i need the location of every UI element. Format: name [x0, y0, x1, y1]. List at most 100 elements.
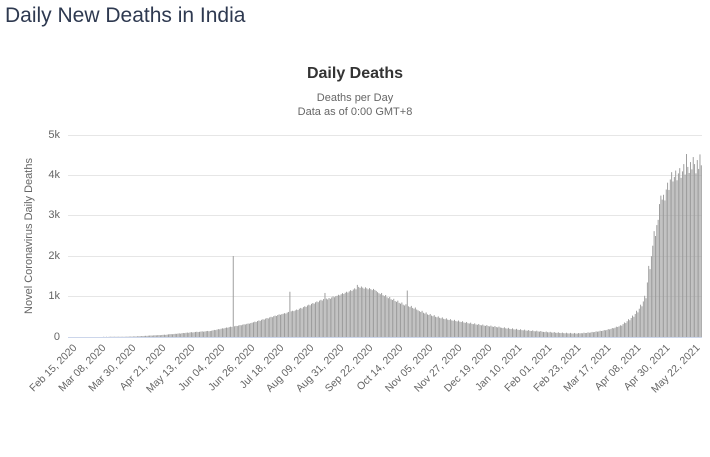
- bar[interactable]: [660, 196, 661, 337]
- bar[interactable]: [478, 324, 479, 337]
- bar[interactable]: [480, 325, 481, 337]
- bar[interactable]: [521, 330, 522, 337]
- bar[interactable]: [354, 288, 355, 337]
- bar[interactable]: [225, 328, 226, 337]
- bar[interactable]: [262, 319, 263, 337]
- bar[interactable]: [364, 289, 365, 337]
- bar[interactable]: [230, 327, 231, 337]
- bar[interactable]: [366, 288, 367, 337]
- bar[interactable]: [306, 307, 307, 337]
- bar[interactable]: [330, 299, 331, 337]
- bar[interactable]: [303, 307, 304, 337]
- bar[interactable]: [403, 305, 404, 337]
- bar[interactable]: [217, 330, 218, 337]
- bar[interactable]: [416, 310, 417, 337]
- bar[interactable]: [453, 321, 454, 337]
- bar[interactable]: [327, 299, 328, 337]
- bar[interactable]: [215, 330, 216, 337]
- bar[interactable]: [245, 324, 246, 337]
- bar[interactable]: [374, 290, 375, 337]
- bar[interactable]: [602, 331, 603, 337]
- bar[interactable]: [241, 325, 242, 337]
- bar[interactable]: [389, 297, 390, 337]
- bar[interactable]: [168, 334, 169, 337]
- bar[interactable]: [411, 306, 412, 337]
- bar[interactable]: [584, 333, 585, 337]
- bar[interactable]: [349, 291, 350, 337]
- bar[interactable]: [670, 179, 671, 337]
- bar[interactable]: [484, 326, 485, 337]
- bar[interactable]: [182, 333, 183, 337]
- bar[interactable]: [515, 330, 516, 337]
- bar[interactable]: [187, 333, 188, 337]
- bar[interactable]: [368, 289, 369, 337]
- bar[interactable]: [248, 323, 249, 337]
- bar[interactable]: [434, 315, 435, 337]
- bar[interactable]: [258, 320, 259, 337]
- bar[interactable]: [276, 316, 277, 337]
- bar[interactable]: [648, 266, 649, 337]
- bar[interactable]: [419, 311, 420, 337]
- bar[interactable]: [616, 327, 617, 337]
- bar[interactable]: [504, 327, 505, 337]
- bar[interactable]: [210, 331, 211, 337]
- bar[interactable]: [646, 298, 647, 337]
- bar[interactable]: [539, 332, 540, 337]
- bar[interactable]: [461, 322, 462, 337]
- bar[interactable]: [153, 335, 154, 337]
- bar[interactable]: [451, 320, 452, 337]
- bar[interactable]: [538, 331, 539, 337]
- bar[interactable]: [678, 173, 679, 337]
- bar[interactable]: [268, 319, 269, 338]
- bar[interactable]: [369, 288, 370, 337]
- bar[interactable]: [237, 326, 238, 337]
- bar[interactable]: [577, 334, 578, 337]
- bar[interactable]: [624, 322, 625, 337]
- bar[interactable]: [275, 316, 276, 337]
- bar[interactable]: [432, 316, 433, 337]
- bar[interactable]: [438, 316, 439, 337]
- bar[interactable]: [285, 314, 286, 337]
- bar[interactable]: [543, 332, 544, 337]
- bar[interactable]: [528, 330, 529, 337]
- bar[interactable]: [165, 335, 166, 337]
- bar[interactable]: [552, 333, 553, 337]
- bar[interactable]: [288, 312, 289, 337]
- bar[interactable]: [449, 320, 450, 337]
- bar[interactable]: [590, 333, 591, 337]
- bar[interactable]: [625, 323, 626, 337]
- bar[interactable]: [551, 333, 552, 337]
- bar[interactable]: [519, 330, 520, 337]
- bar[interactable]: [200, 332, 201, 337]
- bar[interactable]: [500, 328, 501, 337]
- bar[interactable]: [199, 332, 200, 337]
- bar[interactable]: [701, 165, 702, 337]
- bar[interactable]: [445, 319, 446, 337]
- bar[interactable]: [314, 304, 315, 337]
- bar[interactable]: [423, 313, 424, 337]
- bar[interactable]: [295, 310, 296, 337]
- bar[interactable]: [517, 330, 518, 337]
- bar[interactable]: [136, 336, 137, 337]
- bar[interactable]: [490, 326, 491, 337]
- bar[interactable]: [272, 317, 273, 337]
- bar[interactable]: [149, 336, 150, 337]
- bar[interactable]: [277, 315, 278, 337]
- bar[interactable]: [697, 160, 698, 337]
- bar[interactable]: [497, 327, 498, 337]
- bar[interactable]: [377, 292, 378, 337]
- bar[interactable]: [360, 288, 361, 337]
- bar[interactable]: [609, 329, 610, 337]
- bar[interactable]: [342, 293, 343, 337]
- bar[interactable]: [601, 331, 602, 337]
- bar[interactable]: [629, 320, 630, 337]
- bar[interactable]: [137, 336, 138, 337]
- bar[interactable]: [428, 315, 429, 337]
- bar[interactable]: [208, 331, 209, 337]
- bar[interactable]: [196, 332, 197, 337]
- bar[interactable]: [520, 329, 521, 337]
- bar[interactable]: [293, 311, 294, 337]
- bar[interactable]: [244, 324, 245, 337]
- bar[interactable]: [557, 333, 558, 337]
- bar[interactable]: [507, 329, 508, 337]
